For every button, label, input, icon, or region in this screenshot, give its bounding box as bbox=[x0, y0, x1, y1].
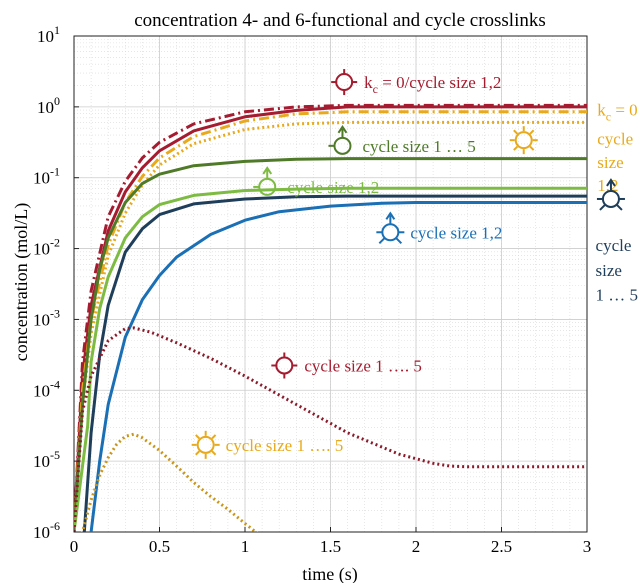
annot-kc0-cycle12: kc = 0/cycle size 1,2 bbox=[331, 69, 501, 96]
x-tick-label: 0 bbox=[70, 537, 79, 556]
y-tick-label: 10-3 bbox=[33, 306, 60, 329]
marker-arrow-head bbox=[385, 211, 396, 220]
marker-arrow-head bbox=[337, 125, 348, 134]
series-line-4 bbox=[74, 157, 587, 532]
marker-ray bbox=[195, 434, 201, 440]
annotation-text: cycle bbox=[597, 130, 633, 149]
ticks-layer: 0 0.5 1 1.5 2 2.5 3 10-6 10-5 10-4 10-3 10-2 10-1 100… bbox=[33, 23, 591, 556]
annot-navy-marker bbox=[596, 178, 625, 211]
series-line-1 bbox=[74, 105, 587, 532]
y-tick-label: 10-5 bbox=[33, 448, 60, 471]
annotation-marker-circle bbox=[381, 223, 400, 242]
series-line-5 bbox=[74, 186, 587, 532]
annotation-text: kc = 0/cycle size 1,2 bbox=[364, 73, 501, 96]
x-tick-label: 3 bbox=[583, 537, 592, 556]
annotation-text: cycle size 1 …. 5 bbox=[226, 436, 344, 455]
annot-cycle-12-lg: cycle size 1,2 bbox=[253, 166, 379, 197]
annotation-text: size bbox=[596, 261, 622, 280]
annotation-text: cycle size 1 …. 5 bbox=[304, 356, 422, 375]
annot-cycle-1-5-red: cycle size 1 …. 5 bbox=[271, 352, 422, 379]
marker-tick bbox=[395, 237, 403, 244]
x-tick-label: 2.5 bbox=[491, 537, 512, 556]
annotation-text: cycle size 1,2 bbox=[287, 178, 379, 197]
marker-ray bbox=[529, 145, 535, 151]
marker-ray bbox=[529, 129, 535, 135]
marker-ray bbox=[513, 145, 519, 151]
marker-arrow-head bbox=[262, 166, 273, 175]
annotation-text: cycle size 1,2 bbox=[410, 223, 502, 242]
annotation-marker-circle bbox=[335, 73, 354, 92]
grid bbox=[73, 35, 588, 533]
y-tick-label: 100 bbox=[37, 94, 60, 117]
annotation-text: cycle bbox=[596, 236, 632, 255]
x-tick-label: 0.5 bbox=[149, 537, 170, 556]
marker-ray bbox=[211, 434, 217, 440]
x-tick-label: 1 bbox=[241, 537, 250, 556]
series-line-8 bbox=[74, 326, 587, 532]
marker-tick bbox=[378, 237, 386, 244]
y-tick-label: 10-4 bbox=[33, 377, 60, 400]
annot-cycle-1-5-gold: cycle size 1 …. 5 bbox=[191, 430, 344, 459]
series-line-9 bbox=[80, 432, 259, 532]
annot-cycle-size-size-y: size bbox=[597, 153, 623, 172]
annotation-text: kc = 0 bbox=[597, 101, 637, 124]
annot-kc0-right: kc = 0 bbox=[597, 101, 637, 124]
annot-navy-cycle: cycle bbox=[596, 236, 632, 255]
annot-cycle-12-blue: cycle size 1,2 bbox=[376, 211, 502, 244]
annotation-marker-circle bbox=[333, 136, 352, 155]
y-tick-label: 10-1 bbox=[33, 165, 60, 188]
marker-ray bbox=[513, 129, 519, 135]
y-tick-label: 10-6 bbox=[33, 519, 60, 542]
series-line-6 bbox=[82, 194, 587, 532]
annot-sun-yellow bbox=[509, 126, 538, 155]
annot-navy-size: size bbox=[596, 261, 622, 280]
marker-ray bbox=[195, 450, 201, 456]
annotation-text: size bbox=[597, 153, 623, 172]
x-tick-label: 1.5 bbox=[320, 537, 341, 556]
series-line-7 bbox=[89, 201, 587, 532]
x-axis-label: time (s) bbox=[302, 564, 358, 583]
y-tick-label: 101 bbox=[37, 23, 60, 46]
marker-arrow-head bbox=[606, 178, 616, 187]
annotation-marker-circle bbox=[275, 356, 294, 375]
x-tick-label: 2 bbox=[412, 537, 421, 556]
marker-tick bbox=[616, 204, 623, 211]
annotation-marker-circle bbox=[196, 435, 215, 454]
annotation-marker-circle bbox=[514, 131, 533, 150]
series-layer bbox=[74, 103, 587, 532]
annot-cycle-size-word-y: cycle bbox=[597, 130, 633, 149]
annot-cycle-1-5-dg: cycle size 1 … 5 bbox=[328, 125, 476, 156]
annotation-text: 1 … 5 bbox=[596, 286, 639, 305]
annotations: kc = 0/cycle size 1,2kc = 0cyclesize1,2c… bbox=[191, 69, 639, 459]
annot-navy-1-5: 1 … 5 bbox=[596, 286, 639, 305]
y-tick-label: 10-2 bbox=[33, 236, 60, 259]
chart-title: concentration 4- and 6-functional and cy… bbox=[134, 10, 546, 31]
annotation-marker-circle bbox=[258, 177, 277, 196]
marker-tick bbox=[599, 204, 606, 211]
annotation-text: cycle size 1 … 5 bbox=[362, 137, 475, 156]
marker-ray bbox=[211, 450, 217, 456]
y-axis-label: concentration (mol/L) bbox=[11, 203, 32, 361]
